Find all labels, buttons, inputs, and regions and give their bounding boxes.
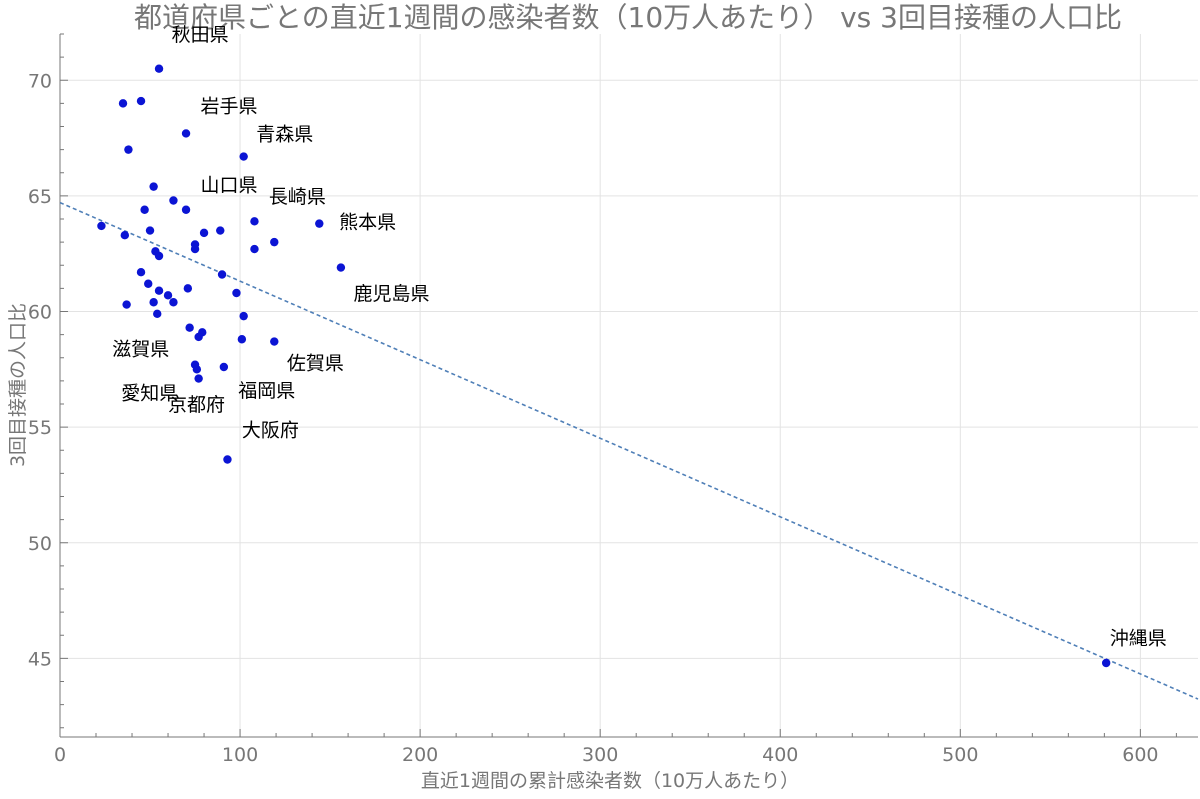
data-point — [169, 298, 178, 307]
point-label: 山口県 — [200, 174, 257, 196]
data-point — [217, 270, 227, 279]
data-point — [183, 284, 193, 293]
data-point — [169, 196, 178, 205]
data-point — [149, 298, 158, 307]
data-point — [270, 237, 279, 247]
point-label: 福岡県 — [238, 380, 295, 402]
data-point — [232, 288, 241, 298]
data-point — [144, 279, 153, 288]
data-point — [118, 99, 128, 108]
data-point — [185, 323, 194, 332]
data-point — [153, 309, 162, 319]
data-point — [239, 152, 248, 161]
y-tick-label: 65 — [28, 186, 52, 208]
data-point — [163, 291, 173, 300]
y-tick-label: 45 — [28, 648, 52, 670]
data-point — [250, 244, 259, 254]
data-point — [154, 286, 164, 295]
x-axis-label: 直近1週間の累計感染者数（10万人あたり） — [421, 770, 799, 792]
data-point — [122, 300, 131, 309]
point-label: 岩手県 — [200, 96, 257, 118]
data-point — [192, 365, 202, 374]
point-label: 大阪府 — [242, 419, 299, 441]
data-point — [237, 335, 247, 344]
data-point — [223, 455, 232, 464]
y-tick-label: 60 — [28, 302, 52, 324]
grid-layer — [59, 34, 1198, 737]
data-point — [250, 217, 259, 226]
data-point — [136, 267, 146, 277]
point-label: 秋田県 — [172, 24, 229, 46]
data-point — [219, 362, 229, 372]
data-point — [120, 230, 130, 240]
x-tick-label: 600 — [1122, 744, 1158, 766]
x-tick-label: 400 — [762, 744, 798, 766]
data-point — [270, 337, 279, 346]
data-point — [181, 129, 191, 138]
point-label: 熊本県 — [339, 211, 396, 233]
y-tick-label: 55 — [28, 417, 52, 439]
x-tick-label: 200 — [402, 744, 438, 766]
data-point — [190, 244, 200, 254]
trend-layer — [59, 201, 1199, 700]
y-tick-label: 70 — [28, 70, 52, 92]
x-tick-label: 0 — [54, 744, 66, 766]
point-label: 鹿児島県 — [354, 283, 430, 305]
point-label: 長崎県 — [269, 186, 326, 208]
data-point — [199, 228, 209, 238]
point-label: 青森県 — [256, 123, 313, 145]
x-tick-label: 100 — [222, 744, 258, 766]
axes-layer: 0 100 200 300 400 500 600 45 50 55 60 65 70 — [28, 33, 1198, 766]
point-label: 滋賀県 — [112, 338, 169, 360]
point-label: 京都府 — [168, 394, 225, 416]
data-point — [1101, 658, 1111, 668]
point-label: 愛知県 — [121, 382, 178, 404]
data-point — [136, 96, 146, 106]
x-tick-label: 300 — [582, 744, 618, 766]
data-point — [239, 311, 248, 321]
data-point — [154, 251, 164, 261]
point-label: 沖縄県 — [1110, 628, 1167, 650]
trend-line — [59, 201, 1199, 700]
data-point — [336, 263, 346, 272]
data-point — [140, 205, 149, 214]
data-point — [194, 332, 203, 342]
points-layer — [97, 64, 1111, 668]
y-tick-label: 50 — [28, 533, 52, 555]
data-point — [181, 205, 191, 214]
data-point — [194, 374, 203, 383]
data-point — [149, 182, 158, 191]
point-label: 佐賀県 — [287, 352, 344, 374]
data-point — [154, 64, 164, 73]
x-tick-label: 500 — [942, 744, 978, 766]
chart-title: 都道府県ごとの直近1週間の感染者数（10万人あたり） vs 3回目接種の人口比 — [134, 1, 1122, 34]
data-point — [97, 221, 106, 231]
y-axis-label: 3回目接種の人口比 — [7, 303, 29, 467]
data-point — [145, 226, 155, 235]
data-point — [315, 219, 324, 228]
data-point — [216, 226, 225, 235]
data-point — [124, 145, 133, 154]
